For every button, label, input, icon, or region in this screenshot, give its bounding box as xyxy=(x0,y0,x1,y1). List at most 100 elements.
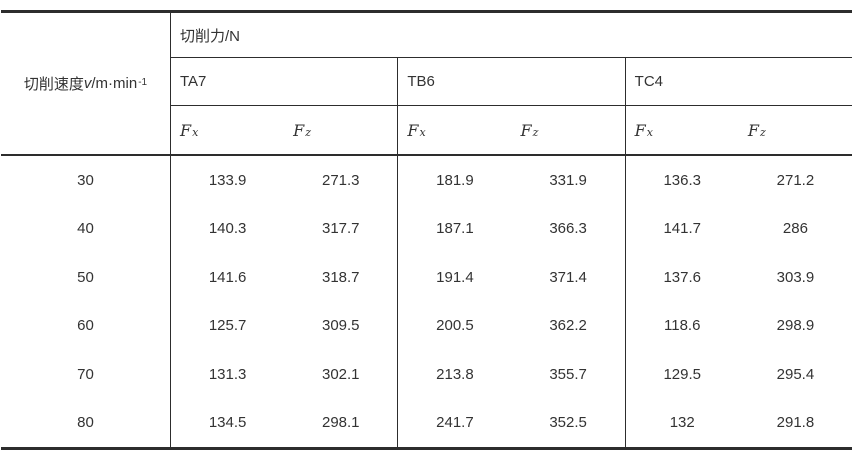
value-cell: 302.1 xyxy=(321,365,360,383)
value-cell: 187.1 xyxy=(436,220,474,238)
table-row: 30 133.9 271.3 181.9 331.9 136.3 271.2 xyxy=(1,156,852,205)
ta7-cells: 131.3 302.1 xyxy=(171,350,399,399)
value-cell: 303.9 xyxy=(776,268,815,286)
material-header-row: TA7 TB6 TC4 xyxy=(171,58,852,106)
value-cell: 286 xyxy=(782,220,808,238)
tb6-cells: 241.7 352.5 xyxy=(398,398,626,447)
value-cell: 366.3 xyxy=(549,220,587,238)
tc4-cells: 137.6 303.9 xyxy=(626,253,852,302)
tc4-cells: 129.5 295.4 xyxy=(626,350,852,399)
f-sub-x: x xyxy=(192,125,199,139)
tb6-cells: 191.4 371.4 xyxy=(398,253,626,302)
value-cell: 131.3 xyxy=(208,365,247,383)
tc4-cells: 141.7 286 xyxy=(626,205,852,254)
speed-cell: 60 xyxy=(1,301,171,350)
value-cell: 241.7 xyxy=(436,414,474,432)
table-row: 80 134.5 298.1 241.7 352.5 132 291.8 xyxy=(1,398,852,448)
value-cell: 298.9 xyxy=(776,317,815,335)
value-cell: 295.4 xyxy=(776,365,815,383)
value-cell: 371.4 xyxy=(549,268,587,286)
value-cell: 137.6 xyxy=(663,268,702,286)
tb6-cells: 200.5 362.2 xyxy=(398,301,626,350)
value-cell: 136.3 xyxy=(663,171,702,189)
speed-header-symbol: v xyxy=(83,75,92,92)
f-base: F xyxy=(180,120,192,140)
table-body: 30 133.9 271.3 181.9 331.9 136.3 271.2 4… xyxy=(1,156,852,447)
f-base: F xyxy=(407,120,419,140)
tb6-cells: 187.1 366.3 xyxy=(398,204,626,253)
f-sub-z: z xyxy=(305,125,312,139)
value-cell: 125.7 xyxy=(208,317,247,335)
f-base: F xyxy=(520,120,532,140)
value-cell: 133.9 xyxy=(208,171,247,189)
f-base: F xyxy=(747,120,759,140)
value-cell: 291.8 xyxy=(776,414,815,432)
value-cell: 318.7 xyxy=(321,268,360,286)
f-sub-x: x xyxy=(646,125,653,139)
speed-header-prefix: 切削速度 xyxy=(23,76,84,93)
speed-cell: 70 xyxy=(1,350,171,399)
value-cell: 271.2 xyxy=(776,171,815,189)
tb6-cells: 213.8 355.7 xyxy=(398,350,626,399)
value-cell: 271.3 xyxy=(321,171,360,189)
table-row: 60 125.7 309.5 200.5 362.2 118.6 298.9 xyxy=(1,301,852,351)
speed-cell: 50 xyxy=(1,253,171,302)
tb6-cells: 181.9 331.9 xyxy=(398,156,626,205)
value-cell: 213.8 xyxy=(436,365,474,383)
material-header-tc4: TC4 xyxy=(634,73,663,90)
value-cell: 181.9 xyxy=(436,171,474,189)
speed-column-header: 切削速度 v/m·min -1 xyxy=(1,13,171,154)
ta7-cells: 125.7 309.5 xyxy=(171,301,399,350)
f-sub-z: z xyxy=(759,125,766,139)
speed-header-unit: /m·min xyxy=(91,75,138,92)
value-cell: 141.7 xyxy=(663,220,702,238)
value-cell: 132 xyxy=(669,414,695,432)
f-sub-x: x xyxy=(419,125,426,139)
value-cell: 331.9 xyxy=(549,171,587,189)
speed-cell: 30 xyxy=(1,156,171,205)
tc4-cells: 118.6 298.9 xyxy=(626,302,852,351)
f-sub-z: z xyxy=(532,125,539,139)
value-cell: 134.5 xyxy=(208,414,247,432)
value-cell: 355.7 xyxy=(549,365,587,383)
ta7-cells: 133.9 271.3 xyxy=(171,156,399,205)
value-cell: 191.4 xyxy=(436,268,474,286)
table-row: 50 141.6 318.7 191.4 371.4 137.6 303.9 xyxy=(1,253,852,302)
material-header-tb6: TB6 xyxy=(398,58,626,105)
value-cell: 118.6 xyxy=(664,317,701,335)
value-cell: 129.5 xyxy=(663,365,702,383)
material-header-ta7: TA7 xyxy=(171,58,399,105)
tc4-cells: 136.3 271.2 xyxy=(626,156,852,205)
value-cell: 200.5 xyxy=(436,317,474,335)
speed-header-exponent: -1 xyxy=(138,77,148,88)
value-cell: 352.5 xyxy=(549,414,587,432)
ta7-cells: 140.3 317.7 xyxy=(171,204,399,253)
force-title-cell: 切削力/N xyxy=(171,13,852,58)
table-row: 70 131.3 302.1 213.8 355.7 129.5 295.4 xyxy=(1,350,852,399)
value-cell: 362.2 xyxy=(549,317,587,335)
f-base: F xyxy=(634,120,646,140)
speed-cell: 40 xyxy=(1,204,171,253)
ta7-cells: 134.5 298.1 xyxy=(171,398,399,447)
value-cell: 309.5 xyxy=(321,317,360,335)
value-cell: 317.7 xyxy=(321,220,360,238)
ta7-cells: 141.6 318.7 xyxy=(171,253,399,302)
value-cell: 140.3 xyxy=(208,220,247,238)
tc4-cells: 132 291.8 xyxy=(626,399,852,448)
value-cell: 141.6 xyxy=(208,268,247,286)
speed-cell: 80 xyxy=(1,398,171,447)
